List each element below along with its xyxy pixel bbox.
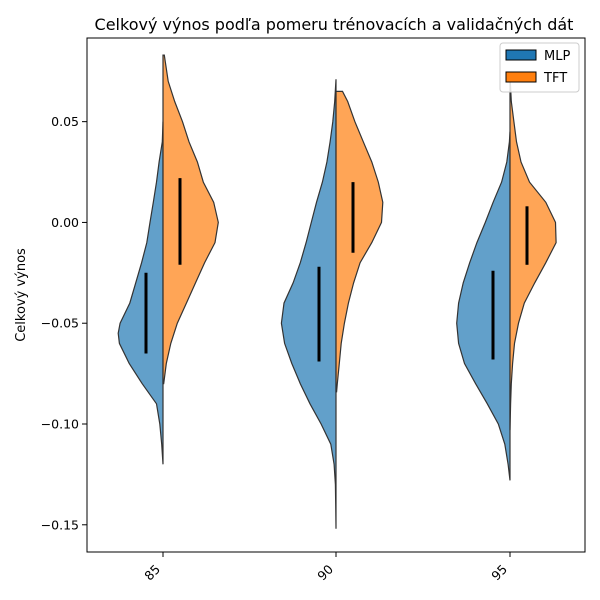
legend-label-mlp: MLP [544,49,570,64]
legend-swatch-mlp [505,49,537,61]
x-axis: 85 90 95 [141,552,511,584]
y-axis-label: Celkový výnos [14,248,29,342]
chart-title: Celkový výnos podľa pomeru trénovacích a… [95,15,574,34]
y-axis: −0.15 −0.10 −0.05 0.00 0.05 [41,114,87,532]
y-tick-label: −0.05 [41,316,79,331]
y-tick-label: −0.10 [41,417,79,432]
violin-tft-85 [162,54,219,385]
legend-swatch-tft [505,71,537,83]
violin-mlp-95 [456,131,511,481]
y-tick-label: −0.15 [41,517,79,532]
y-tick-label: 0.00 [51,215,79,230]
x-tick-label: 95 [488,562,510,584]
violins-layer [117,54,557,529]
legend-label-tft: TFT [543,71,567,86]
violin-mlp-90 [280,79,337,529]
violin-tft-90 [335,90,384,393]
y-tick-label: 0.05 [51,114,79,129]
x-tick-label: 85 [141,562,163,584]
violin-tft-95 [509,75,557,431]
x-tick-label: 90 [314,561,336,583]
legend: MLP TFT [499,42,580,93]
violin-mlp-85 [117,121,164,465]
quartile-bars-layer [144,178,529,362]
